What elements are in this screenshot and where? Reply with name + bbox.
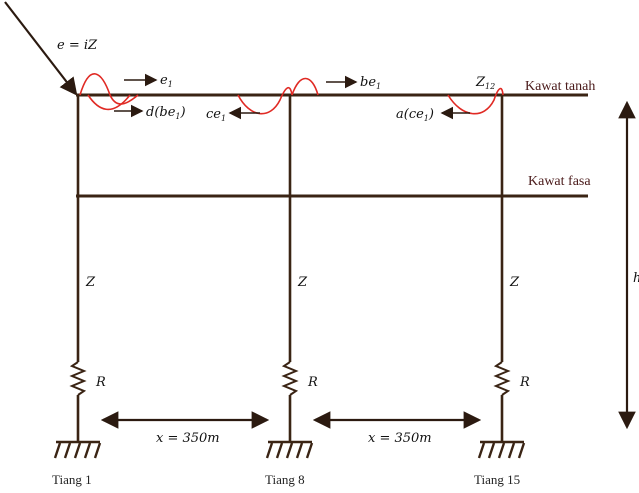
resistor-15: [493, 361, 511, 396]
tower-15-resistance: R: [519, 375, 530, 390]
tower-1-label: Tiang 1: [52, 472, 92, 487]
tower-8-impedance: Z: [297, 275, 308, 290]
tower-1-resistance: R: [95, 375, 106, 390]
span-label-1: x = 350m: [156, 431, 220, 446]
ground-symbol-15: [477, 440, 526, 459]
ground-symbol-8: [265, 440, 314, 459]
tower-8-label: Tiang 8: [265, 472, 305, 487]
phase-wire-label: Kawat fasa: [528, 174, 591, 189]
wave-pulse-3: [291, 77, 319, 96]
ground-wire-label: Kawat tanah: [525, 79, 595, 94]
tower-15: Z R Tiang 15: [474, 95, 530, 487]
tower-15-label: Tiang 15: [474, 472, 520, 487]
wave-pulse-1b: [87, 94, 131, 111]
wave-pulse-4: [447, 87, 504, 115]
surge-label: e = iZ: [57, 38, 98, 53]
label-e1: e1: [160, 73, 173, 89]
resistor-8: [281, 361, 299, 396]
wave-pulse-2: [237, 86, 293, 115]
label-be1: be1: [360, 75, 381, 91]
tower-8: Z R Tiang 8: [265, 95, 318, 487]
tower-1: Z R Tiang 1: [52, 95, 106, 487]
label-d-be1: d(be1): [146, 105, 186, 121]
resistor-1: [69, 361, 87, 396]
label-a-ce1: a(ce1): [396, 107, 434, 123]
height-label: h: [633, 271, 639, 286]
wave-pulse-1: [79, 73, 139, 105]
span-label-2: x = 350m: [368, 431, 432, 446]
label-ce1: ce1: [206, 107, 226, 123]
tower-15-impedance: Z: [509, 275, 520, 290]
tower-8-resistance: R: [307, 375, 318, 390]
surge-arrow: [4, 1, 78, 96]
ground-symbol-1: [53, 440, 102, 459]
label-z12: Z12: [475, 75, 495, 91]
tower-1-impedance: Z: [85, 275, 96, 290]
